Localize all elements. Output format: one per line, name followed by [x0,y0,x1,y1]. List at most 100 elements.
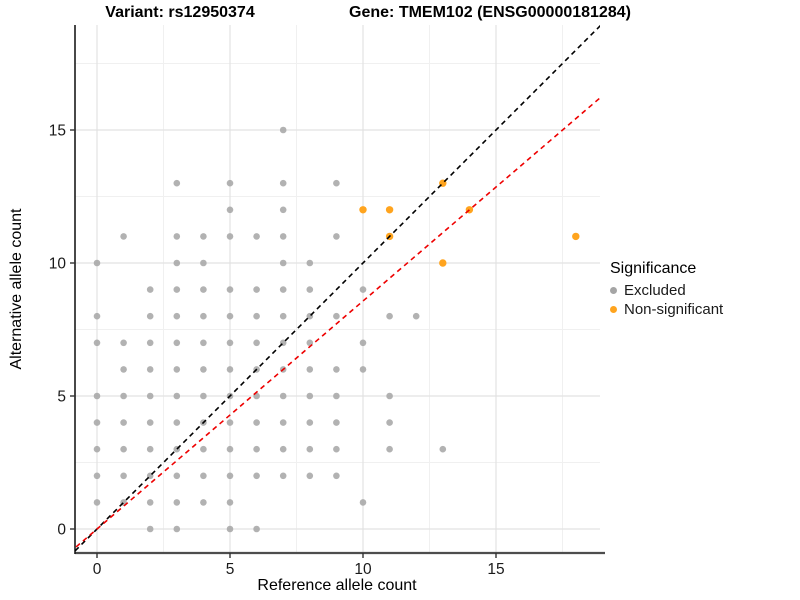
data-point-excluded [173,179,181,187]
data-point-excluded [146,286,154,293]
data-point-excluded [120,392,127,400]
reference-lines [75,25,600,553]
data-point-excluded [93,392,101,400]
x-tick-label: 15 [487,561,504,578]
tick-marks [70,129,497,558]
data-point-excluded [200,312,207,320]
legend-item-non-significant: Non-significant [610,301,723,318]
data-point-excluded [93,339,101,347]
data-point-excluded [120,366,127,373]
data-point-excluded [173,286,181,293]
data-point-excluded [146,499,154,506]
data-point-excluded [146,445,154,453]
data-point-excluded [120,233,127,240]
data-point-excluded [333,179,340,187]
data-point-excluded [386,312,393,320]
data-point-excluded [253,525,260,533]
data-point-non-significant [572,232,580,241]
data-point-excluded [173,392,181,400]
legend-item-excluded: Excluded [610,282,723,299]
data-point-excluded [359,286,367,293]
data-point-excluded [226,233,234,240]
data-point-excluded [173,525,181,533]
data-point-excluded [386,392,393,400]
identity-line [75,25,600,553]
data-point-excluded [279,419,287,426]
legend-title: Significance [610,260,697,277]
data-point-excluded [333,472,340,480]
data-point-excluded [386,445,393,453]
data-point-excluded [226,206,234,214]
data-point-excluded [279,445,287,453]
y-tick-label: 15 [49,123,66,140]
data-point-excluded [200,499,207,506]
data-point-excluded [226,179,234,187]
data-point-excluded [226,286,234,293]
data-point-excluded [306,472,314,480]
data-point-excluded [226,472,234,480]
data-point-excluded [226,525,234,533]
data-point-excluded [226,366,234,373]
data-point-excluded [173,259,181,267]
y-tick-label: 5 [57,389,66,406]
data-point-excluded [253,419,260,426]
data-point-excluded [386,419,393,426]
data-point-excluded [226,445,234,453]
data-point-excluded [200,233,207,240]
data-point-excluded [200,472,207,480]
plot-title-gene: Gene: TMEM102 (ENSG00000181284) [349,4,631,21]
data-point-excluded [226,419,234,426]
minor-gridlines [75,25,600,553]
y-tick-label: 0 [57,522,66,539]
data-point-excluded [93,259,101,267]
data-point-excluded [93,472,101,480]
data-point-excluded [120,419,127,426]
data-point-excluded [253,472,260,480]
data-point-excluded [200,392,207,400]
data-point-excluded [93,499,101,506]
x-tick-label: 5 [226,561,235,578]
data-point-excluded [333,233,340,240]
data-point-excluded [333,392,340,400]
data-point-excluded [146,312,154,320]
data-point-excluded [200,445,207,453]
data-point-excluded [146,419,154,426]
data-point-excluded [120,339,127,347]
data-point-excluded [279,286,287,293]
data-point-excluded [253,233,260,240]
data-point-excluded [439,445,447,453]
data-point-excluded [306,259,314,267]
data-point-excluded [253,339,260,347]
data-point-excluded [226,339,234,347]
data-point-excluded [200,259,207,267]
data-point-excluded [306,392,314,400]
data-point-excluded [146,366,154,373]
expected-ratio-line [75,96,600,549]
legend-item-label: Non-significant [624,301,724,318]
data-point-excluded [279,472,287,480]
data-point-excluded [120,472,127,480]
data-point-non-significant [385,206,394,214]
legend-item-label: Excluded [624,282,686,299]
data-point-excluded [279,259,287,267]
data-point-excluded [306,366,314,373]
data-point-excluded [306,286,314,293]
data-point-excluded [279,233,287,240]
data-point-excluded [93,419,101,426]
data-point-excluded [173,339,181,347]
data-point-excluded [359,366,367,373]
data-point-excluded [279,312,287,320]
data-point-excluded [333,312,340,320]
y-tick-label: 10 [49,256,67,273]
data-point-excluded [173,366,181,373]
data-point-excluded [279,206,287,214]
series-non-significant [359,179,580,267]
x-tick-label: 10 [354,561,372,578]
data-point-non-significant [359,206,367,214]
data-point-excluded [359,339,367,347]
series-excluded [93,126,447,533]
data-point-excluded [173,233,181,240]
excluded-dot-icon [610,287,617,294]
data-point-non-significant [439,259,447,267]
data-point-excluded [173,419,181,426]
